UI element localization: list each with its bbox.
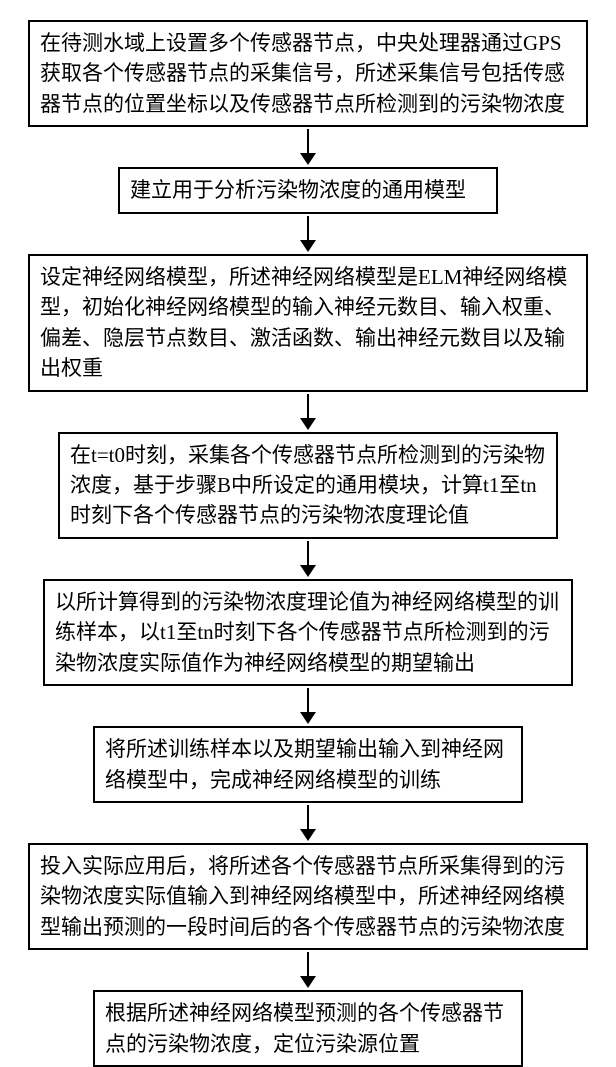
flow-node-n7: 投入实际应用后，将所述各个传感器节点所采集得到的污染物浓度实际值输入到神经网络模…: [28, 843, 588, 950]
flow-node-n2: 建立用于分析污染物浓度的通用模型: [118, 167, 498, 213]
flow-node-text: 设定神经网络模型，所述神经网络模型是ELM神经网络模型，初始化神经网络模型的输入…: [40, 265, 567, 380]
arrow-line: [307, 952, 309, 976]
arrow-head-icon: [300, 712, 316, 724]
arrow-line: [307, 394, 309, 418]
flow-node-text: 在t=t0时刻，采集各个传感器节点所检测到的污染物浓度，基于步骤B中所设定的通用…: [70, 443, 545, 528]
flow-node-text: 将所述训练样本以及期望输出输入到神经网络模型中，完成神经网络模型的训练: [105, 737, 504, 791]
flow-arrow: [300, 805, 316, 841]
flow-arrow: [300, 129, 316, 165]
arrow-line: [307, 129, 309, 153]
arrow-head-icon: [300, 418, 316, 430]
flow-arrow: [300, 688, 316, 724]
flow-node-n5: 以所计算得到的污染物浓度理论值为神经网络模型的训练样本，以t1至tn时刻下各个传…: [43, 579, 573, 686]
flow-node-text: 投入实际应用后，将所述各个传感器节点所采集得到的污染物浓度实际值输入到神经网络模…: [40, 854, 565, 939]
flow-node-n3: 设定神经网络模型，所述神经网络模型是ELM神经网络模型，初始化神经网络模型的输入…: [28, 254, 588, 392]
arrow-head-icon: [300, 240, 316, 252]
flow-arrow: [300, 394, 316, 430]
flow-node-text: 在待测水域上设置多个传感器节点，中央处理器通过GPS获取各个传感器节点的采集信号…: [40, 31, 565, 116]
arrow-head-icon: [300, 153, 316, 165]
flow-node-n1: 在待测水域上设置多个传感器节点，中央处理器通过GPS获取各个传感器节点的采集信号…: [28, 20, 588, 127]
flow-node-text: 建立用于分析污染物浓度的通用模型: [130, 178, 466, 202]
flow-node-n6: 将所述训练样本以及期望输出输入到神经网络模型中，完成神经网络模型的训练: [93, 726, 523, 803]
arrow-line: [307, 688, 309, 712]
flow-node-n8: 根据所述神经网络模型预测的各个传感器节点的污染物浓度，定位污染源位置: [93, 990, 523, 1067]
arrow-line: [307, 216, 309, 240]
flow-node-text: 以所计算得到的污染物浓度理论值为神经网络模型的训练样本，以t1至tn时刻下各个传…: [55, 590, 559, 675]
flow-arrow: [300, 541, 316, 577]
flow-arrow: [300, 952, 316, 988]
arrow-head-icon: [300, 565, 316, 577]
arrow-head-icon: [300, 829, 316, 841]
flow-node-n4: 在t=t0时刻，采集各个传感器节点所检测到的污染物浓度，基于步骤B中所设定的通用…: [58, 432, 558, 539]
arrow-line: [307, 805, 309, 829]
arrow-head-icon: [300, 976, 316, 988]
arrow-line: [307, 541, 309, 565]
flow-arrow: [300, 216, 316, 252]
flowchart-container: 在待测水域上设置多个传感器节点，中央处理器通过GPS获取各个传感器节点的采集信号…: [20, 20, 596, 1067]
flow-node-text: 根据所述神经网络模型预测的各个传感器节点的污染物浓度，定位污染源位置: [105, 1001, 504, 1055]
